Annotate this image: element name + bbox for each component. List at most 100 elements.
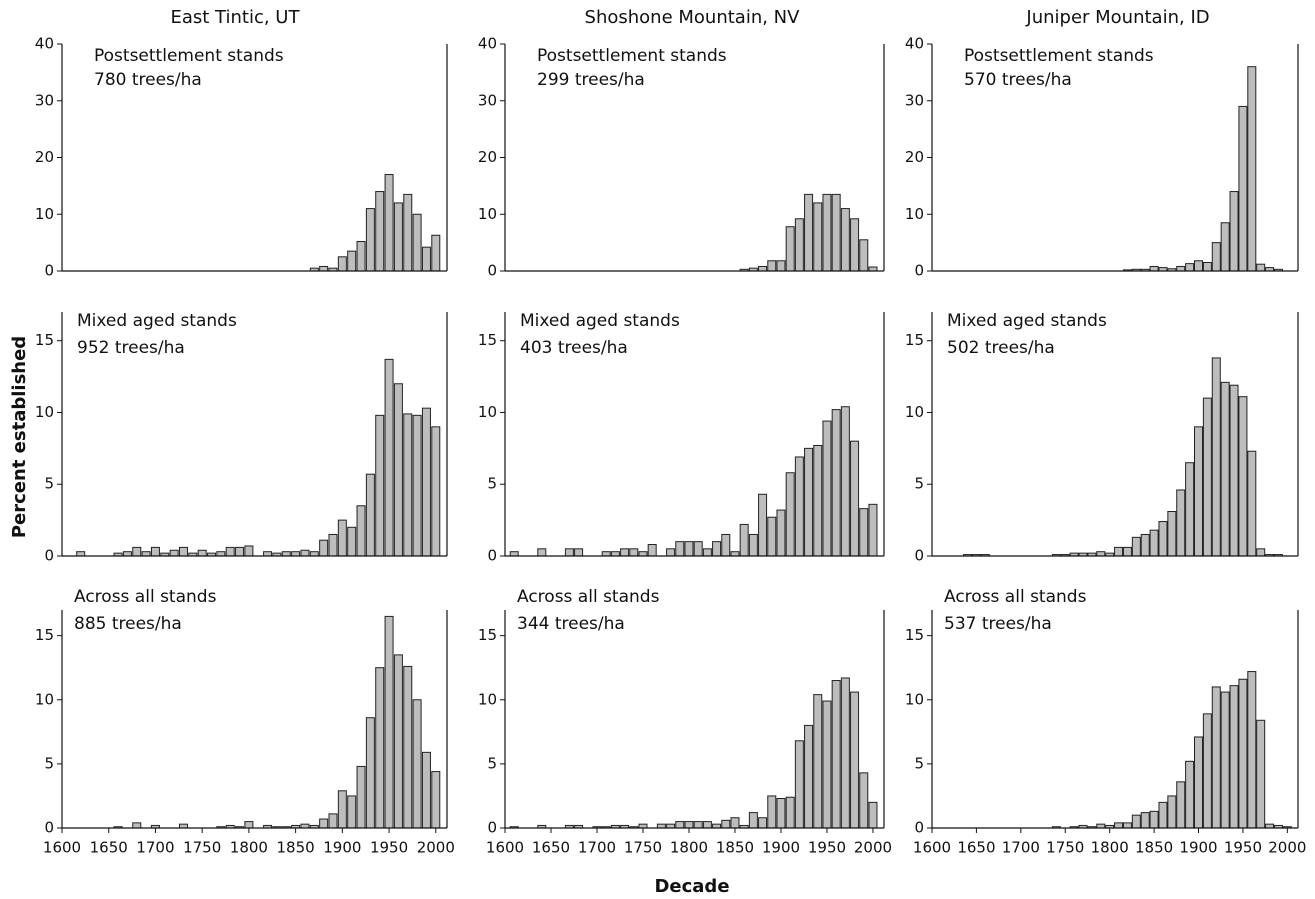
annotation: Mixed aged stands xyxy=(77,311,237,331)
bar xyxy=(1140,812,1150,829)
bar xyxy=(132,546,142,557)
x-tick-label: 1950 xyxy=(808,839,846,857)
y-tick-label: 30 xyxy=(905,91,924,109)
y-tick-label: 15 xyxy=(35,331,54,349)
bar xyxy=(375,414,385,557)
x-tick-label: 1850 xyxy=(716,839,754,857)
bar xyxy=(393,383,403,557)
bar xyxy=(804,447,814,557)
bar xyxy=(767,516,777,557)
bar xyxy=(365,473,375,557)
bar xyxy=(629,548,639,557)
bar xyxy=(393,202,403,272)
bar xyxy=(840,208,850,272)
bar xyxy=(1122,546,1132,557)
bar xyxy=(421,407,431,557)
x-tick-label: 2000 xyxy=(1268,839,1306,857)
y-tick-label: 5 xyxy=(487,475,497,493)
bar xyxy=(785,226,795,272)
bar xyxy=(610,551,620,557)
bar xyxy=(794,456,804,557)
bar xyxy=(319,818,329,829)
bar xyxy=(702,821,712,829)
x-tick-label: 1600 xyxy=(486,839,524,857)
bar xyxy=(1149,265,1159,272)
bar xyxy=(776,509,786,557)
bar xyxy=(1220,691,1230,829)
y-tick-label: 15 xyxy=(905,626,924,644)
bar xyxy=(300,549,310,557)
bar xyxy=(1140,533,1150,557)
bar xyxy=(309,551,319,557)
bar xyxy=(347,795,357,829)
bar xyxy=(776,798,786,829)
bar xyxy=(638,551,648,557)
bar xyxy=(1158,801,1168,829)
bar xyxy=(721,819,731,829)
bar xyxy=(412,414,422,557)
x-tick-label: 1950 xyxy=(370,839,408,857)
y-tick-label: 10 xyxy=(905,205,924,223)
bar xyxy=(1167,795,1177,829)
bar xyxy=(1185,263,1195,272)
bar xyxy=(822,193,832,272)
bar xyxy=(235,546,245,557)
annotation: Postsettlement stands xyxy=(964,46,1154,66)
bar xyxy=(375,191,385,272)
y-tick-label: 0 xyxy=(914,547,924,565)
bar xyxy=(1211,686,1221,829)
bar xyxy=(739,523,749,557)
bar xyxy=(384,615,394,829)
bar xyxy=(291,551,301,557)
bar xyxy=(244,821,254,829)
x-tick-label: 1650 xyxy=(532,839,570,857)
bar xyxy=(758,817,768,829)
annotation: Postsettlement stands xyxy=(94,46,284,66)
x-tick-label: 1850 xyxy=(1135,839,1173,857)
bar xyxy=(1149,529,1159,557)
bar xyxy=(328,813,338,829)
y-tick-label: 0 xyxy=(914,819,924,837)
y-tick-label: 20 xyxy=(35,148,54,166)
bar xyxy=(840,406,850,557)
annotation: Postsettlement stands xyxy=(537,46,727,66)
bar xyxy=(785,796,795,829)
bar xyxy=(337,519,347,557)
x-tick-label: 1800 xyxy=(670,839,708,857)
bar xyxy=(356,240,366,272)
bar xyxy=(859,239,869,272)
bar xyxy=(421,751,431,829)
bar xyxy=(347,250,357,272)
y-tick-label: 40 xyxy=(35,35,54,53)
x-tick-label: 1800 xyxy=(230,839,268,857)
annotation: Mixed aged stands xyxy=(520,311,680,331)
bar xyxy=(122,551,132,557)
bar xyxy=(666,548,676,557)
bar xyxy=(850,440,860,557)
bar xyxy=(859,508,869,557)
bar xyxy=(319,539,329,557)
annotation: Across all stands xyxy=(517,587,660,607)
bar xyxy=(859,772,869,829)
annotation: 344 trees/ha xyxy=(517,614,625,634)
y-tick-label: 0 xyxy=(487,262,497,280)
bar xyxy=(794,740,804,829)
bar xyxy=(850,218,860,272)
bar xyxy=(431,426,441,557)
bar xyxy=(1247,66,1257,272)
bar xyxy=(319,265,329,272)
y-tick-label: 30 xyxy=(478,91,497,109)
y-tick-label: 20 xyxy=(478,148,497,166)
bar xyxy=(813,444,823,557)
x-tick-label: 1650 xyxy=(90,839,128,857)
y-tick-label: 10 xyxy=(478,403,497,421)
bar xyxy=(1202,261,1212,272)
y-tick-label: 5 xyxy=(914,754,924,772)
bar xyxy=(601,551,611,557)
bar xyxy=(1096,551,1106,557)
bar xyxy=(1114,546,1124,557)
bar xyxy=(281,551,291,557)
bar xyxy=(225,546,235,557)
y-tick-label: 15 xyxy=(35,626,54,644)
bar xyxy=(693,541,703,557)
